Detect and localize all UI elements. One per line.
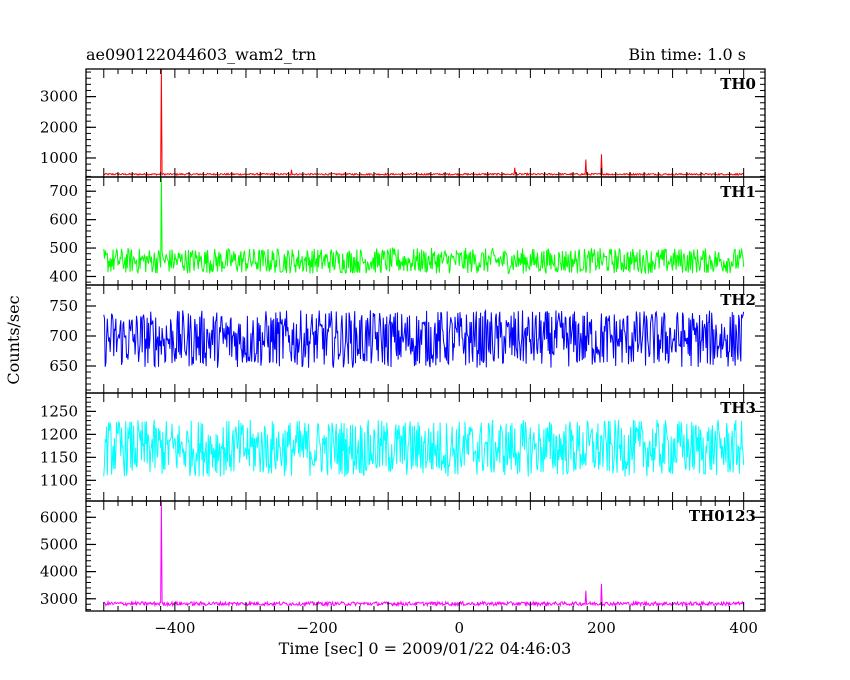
series-line-th3 bbox=[103, 419, 745, 477]
y-tick-label-th0123: 5000 bbox=[40, 535, 78, 553]
y-tick-label-th0: 3000 bbox=[40, 88, 78, 106]
y-tick-label-th3: 1200 bbox=[40, 425, 78, 443]
panel-label-th0123: TH0123 bbox=[689, 507, 756, 525]
y-tick-label-th0: 2000 bbox=[40, 118, 78, 136]
y-tick-label-th1: 700 bbox=[49, 182, 78, 200]
y-tick-label-th2: 750 bbox=[49, 297, 78, 315]
series-line-th2 bbox=[103, 308, 745, 369]
bin-time-label: Bin time: 1.0 s bbox=[628, 45, 746, 64]
x-tick-label: −400 bbox=[154, 619, 195, 637]
panel-label-th1: TH1 bbox=[720, 183, 756, 201]
panel-th0123: 3000 4000 5000 6000 TH0123 bbox=[40, 500, 766, 612]
y-tick-label-th0123: 6000 bbox=[40, 508, 78, 526]
panel-frame-th0123 bbox=[85, 500, 766, 612]
y-tick-label-th3: 1100 bbox=[40, 471, 78, 489]
panel-label-th2: TH2 bbox=[720, 291, 756, 309]
y-tick-label-th0123: 4000 bbox=[40, 563, 78, 581]
x-axis-label: Time [sec] 0 = 2009/01/22 04:46:03 bbox=[279, 639, 572, 658]
x-tick-label: −200 bbox=[296, 619, 337, 637]
panel-th3: 1100 1150 1200 1250 TH3 bbox=[40, 392, 766, 502]
x-tick-label: 0 bbox=[454, 619, 464, 637]
y-tick-label-th0: 1000 bbox=[40, 149, 78, 167]
x-tick-label: 400 bbox=[729, 619, 758, 637]
series-line-th0 bbox=[103, 69, 744, 177]
x-axis: −400 −200 0 200 400 bbox=[154, 619, 758, 637]
panel-th2: 650 700 750 TH2 bbox=[49, 284, 766, 394]
y-tick-label-th1: 500 bbox=[49, 239, 78, 257]
panel-label-th3: TH3 bbox=[720, 399, 756, 417]
y-tick-label-th2: 700 bbox=[49, 327, 78, 345]
panel-label-th0: TH0 bbox=[720, 75, 756, 93]
panel-th1: 400 500 600 700 TH1 bbox=[49, 176, 766, 286]
plot-title: ae090122044603_wam2_trn bbox=[86, 45, 316, 64]
y-tick-label-th0123: 3000 bbox=[40, 590, 78, 608]
y-tick-label-th1: 600 bbox=[49, 211, 78, 229]
x-tick-label: 200 bbox=[587, 619, 616, 637]
y-axis-label: Counts/sec bbox=[4, 295, 23, 384]
y-tick-label-th2: 650 bbox=[49, 357, 78, 375]
panel-frame-th0 bbox=[85, 68, 766, 178]
y-tick-label-th3: 1150 bbox=[40, 448, 78, 466]
series-line-th0123 bbox=[103, 501, 745, 608]
series-line-th1 bbox=[103, 177, 745, 275]
y-tick-label-th1: 400 bbox=[49, 267, 78, 285]
panel-th0: 1000 2000 3000 TH0 bbox=[40, 68, 766, 178]
y-tick-label-th3: 1250 bbox=[40, 402, 78, 420]
